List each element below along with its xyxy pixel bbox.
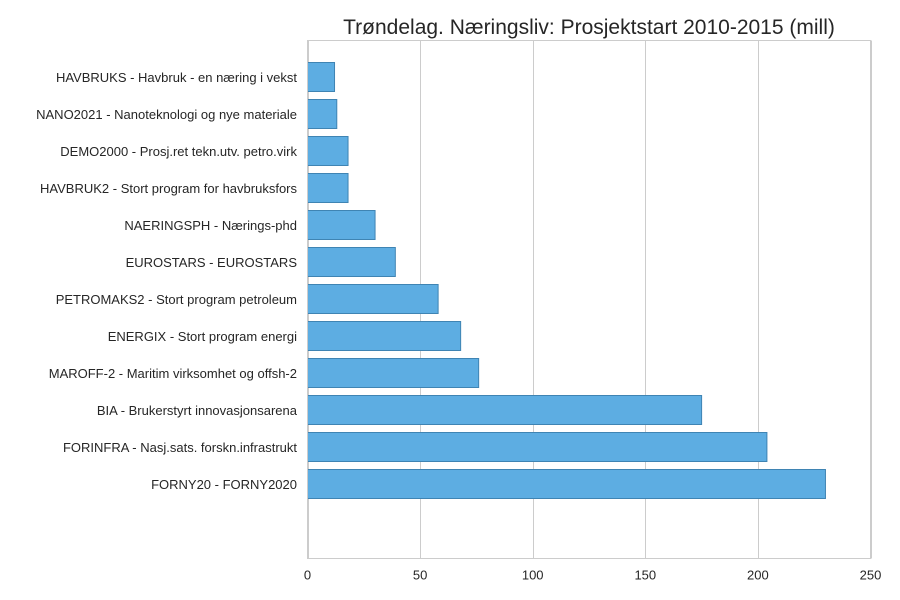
category-label: HAVBRUKS - Havbruk - en næring i vekst bbox=[56, 70, 297, 85]
x-tick-label: 100 bbox=[522, 568, 544, 583]
bar bbox=[307, 247, 396, 277]
category-label: NANO2021 - Nanoteknologi og nye material… bbox=[36, 107, 297, 122]
x-tick-label: 50 bbox=[413, 568, 427, 583]
bar bbox=[307, 210, 376, 240]
category-label: PETROMAKS2 - Stort program petroleum bbox=[56, 292, 297, 307]
bar bbox=[307, 469, 826, 499]
category-labels: HAVBRUKS - Havbruk - en næring i vekst NA… bbox=[36, 70, 298, 492]
bar bbox=[307, 358, 480, 388]
bar bbox=[307, 321, 462, 351]
category-label: BIA - Brukerstyrt innovasjonsarena bbox=[97, 403, 298, 418]
category-label: ENERGIX - Stort program energi bbox=[108, 329, 297, 344]
category-label: FORNY20 - FORNY2020 bbox=[151, 477, 297, 492]
category-label: FORINFRA - Nasj.sats. forskn.infrastrukt bbox=[63, 440, 297, 455]
x-tick-label: 250 bbox=[860, 568, 882, 583]
x-tick-label: 0 bbox=[304, 568, 311, 583]
x-tick-labels: 0 50 100 150 200 250 bbox=[304, 568, 881, 583]
bar bbox=[307, 395, 703, 425]
bar bbox=[307, 62, 336, 92]
bar bbox=[307, 136, 349, 166]
category-label: MAROFF-2 - Maritim virksomhet og offsh-2 bbox=[49, 366, 297, 381]
bar bbox=[307, 284, 439, 314]
category-label: EUROSTARS - EUROSTARS bbox=[126, 255, 298, 270]
bar bbox=[307, 99, 338, 129]
category-label: DEMO2000 - Prosj.ret tekn.utv. petro.vir… bbox=[60, 144, 297, 159]
x-tick-label: 150 bbox=[634, 568, 656, 583]
bar bbox=[307, 432, 768, 462]
bar bbox=[307, 173, 349, 203]
category-label: NAERINGSPH - Nærings-phd bbox=[124, 218, 297, 233]
plot-frame bbox=[307, 40, 871, 559]
bars-layer bbox=[307, 62, 826, 499]
category-label: HAVBRUK2 - Stort program for havbruksfor… bbox=[40, 181, 297, 196]
x-tick-label: 200 bbox=[747, 568, 769, 583]
chart-title: Trøndelag. Næringsliv: Prosjektstart 201… bbox=[343, 16, 835, 39]
